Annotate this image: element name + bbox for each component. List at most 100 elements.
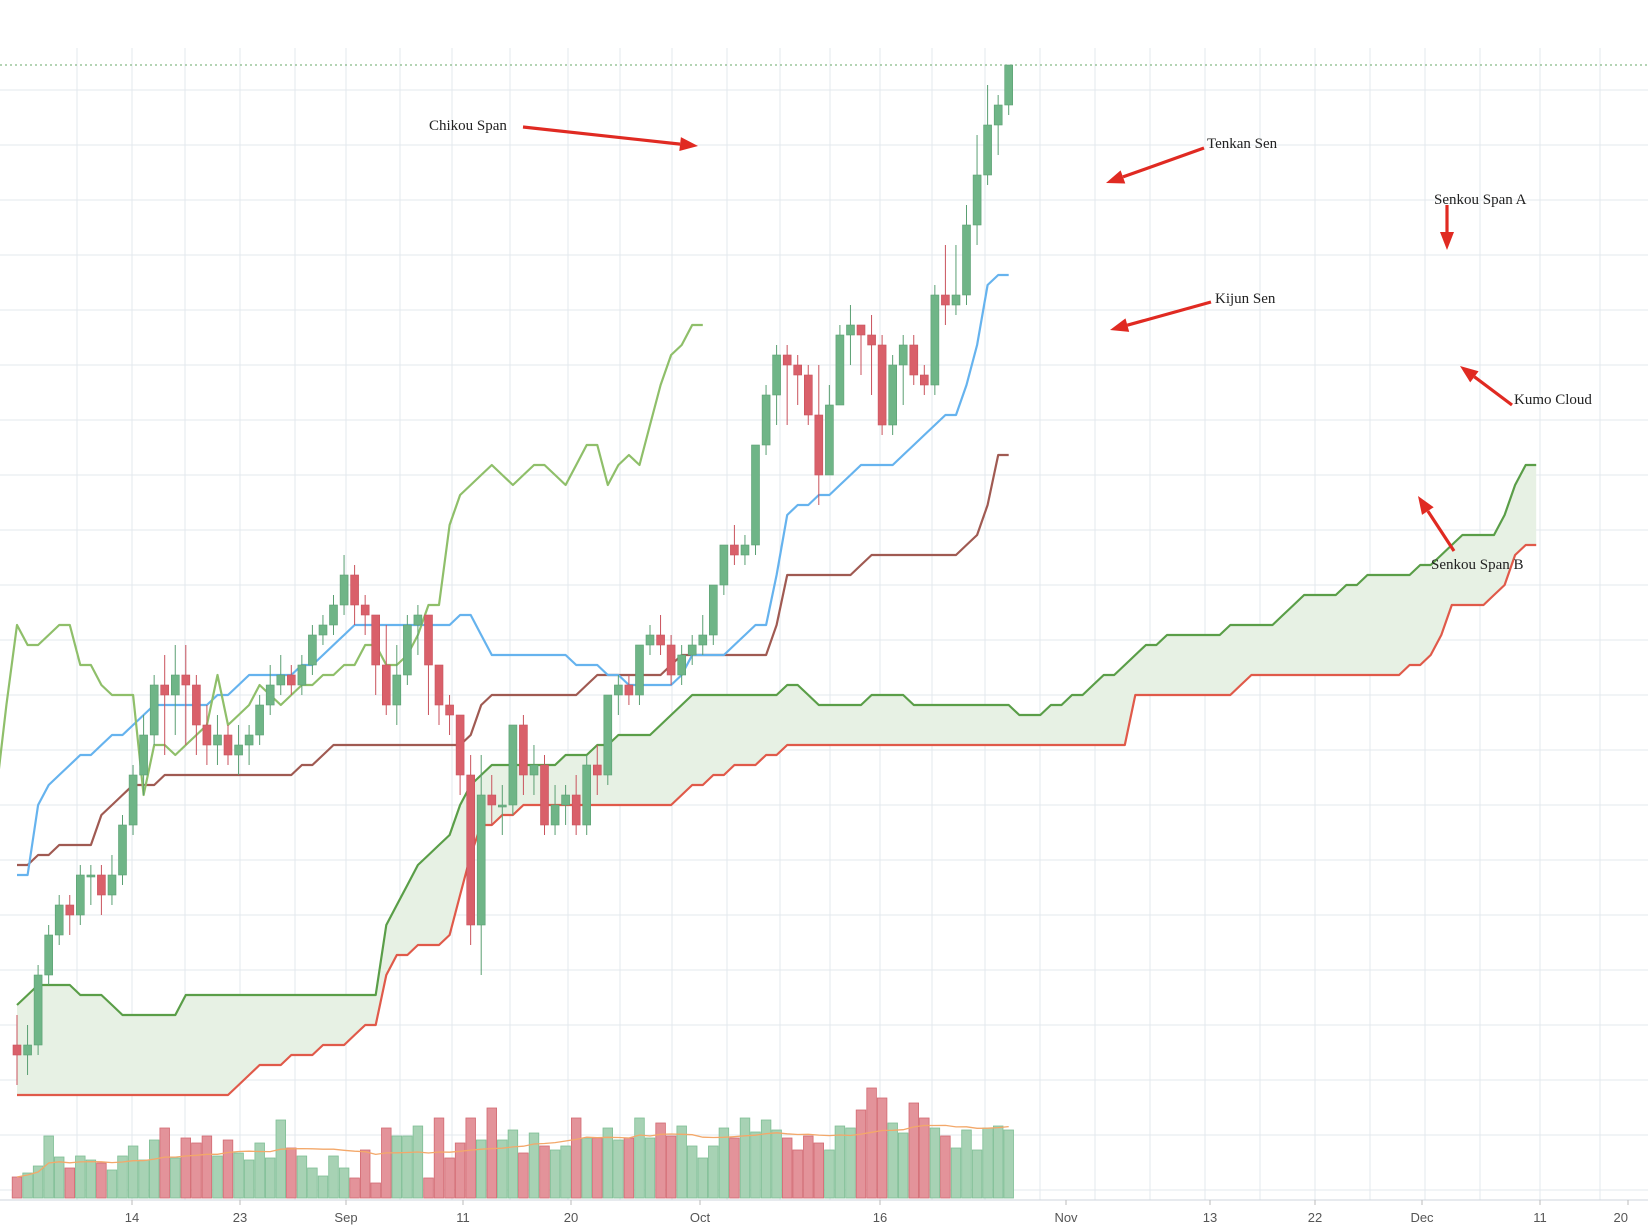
- candle-68: [730, 525, 739, 565]
- candle-11: [128, 765, 138, 835]
- arrow-chikou-span-head: [679, 137, 698, 151]
- candle-58: [624, 675, 634, 705]
- volume-bar-71: [760, 1119, 772, 1199]
- indicator-lines: [0, 273, 1537, 1097]
- candle-body-70: [751, 444, 760, 546]
- candle-2: [33, 965, 43, 1055]
- candle-body-24: [265, 684, 275, 706]
- arrow-senkou-span-b-shaft: [1426, 510, 1456, 552]
- senkou-span-a-line: [16, 463, 1537, 1017]
- candle-body-84: [898, 344, 908, 366]
- volume-bar-53: [571, 1117, 582, 1199]
- volume-bar-10: [117, 1155, 128, 1199]
- candle-85: [909, 335, 919, 385]
- volume-bar-74: [792, 1149, 803, 1199]
- volume-bar-79: [845, 1127, 856, 1199]
- candle-body-58: [624, 684, 634, 696]
- annotation-senkou-span-b: Senkou Span B: [1431, 557, 1524, 573]
- volume-bar-87: [929, 1127, 941, 1199]
- candle-21: [234, 725, 243, 775]
- volume-bar-34: [370, 1182, 381, 1199]
- volume-bar-36: [391, 1135, 403, 1199]
- arrow-tenkan-sen-head: [1106, 170, 1126, 184]
- candle-body-0: [12, 1044, 22, 1056]
- candle-body-61: [656, 634, 665, 646]
- volume-bar-93: [993, 1125, 1004, 1199]
- x-tick-label-1: 23: [233, 1210, 247, 1225]
- candle-body-35: [381, 664, 391, 706]
- candle-body-56: [603, 694, 613, 776]
- candle-5: [65, 895, 75, 935]
- candle-90: [962, 205, 971, 305]
- candle-body-52: [561, 794, 570, 806]
- volume-bar-42: [454, 1142, 466, 1199]
- candle-body-65: [698, 634, 708, 646]
- candle-50: [540, 755, 549, 835]
- candle-31: [339, 555, 349, 615]
- candle-body-78: [835, 334, 845, 406]
- volume-bar-56: [602, 1127, 614, 1199]
- candle-39: [424, 614, 433, 715]
- candle-26: [286, 665, 296, 695]
- candle-83: [888, 355, 898, 435]
- candle-65: [698, 615, 708, 655]
- candle-34: [371, 614, 381, 695]
- candle-59: [635, 644, 644, 705]
- candle-body-33: [360, 604, 370, 616]
- volume-bar-35: [381, 1127, 392, 1199]
- volume-bars: [11, 1087, 1014, 1199]
- arrow-tenkan-sen: [1106, 146, 1205, 184]
- candle-80: [856, 324, 866, 375]
- candle-body-19: [213, 734, 222, 746]
- candle-74: [793, 355, 803, 405]
- candle-body-27: [297, 664, 307, 686]
- candle-35: [381, 625, 391, 715]
- candle-14: [160, 655, 169, 755]
- candle-body-87: [930, 294, 940, 386]
- candle-body-59: [635, 644, 644, 696]
- volume-bar-49: [528, 1132, 540, 1199]
- volume-bar-86: [919, 1117, 930, 1199]
- candle-body-11: [128, 774, 138, 826]
- candle-body-5: [65, 904, 75, 916]
- candle-body-80: [856, 324, 866, 336]
- volume-bar-2: [32, 1165, 44, 1199]
- x-tick-label-7: Nov: [1054, 1210, 1078, 1225]
- candle-body-39: [424, 614, 433, 666]
- candle-15: [171, 645, 180, 735]
- volume-bar-44: [475, 1139, 487, 1199]
- candle-55: [592, 745, 602, 795]
- volume-bar-52: [560, 1145, 571, 1199]
- candle-body-18: [202, 724, 212, 746]
- candle-62: [666, 635, 676, 685]
- candle-body-34: [371, 614, 381, 666]
- x-tick-label-0: 14: [125, 1210, 139, 1225]
- arrow-kumo-cloud-shaft: [1473, 375, 1513, 407]
- volume-bar-63: [676, 1125, 687, 1199]
- x-tick-label-10: Dec: [1410, 1210, 1434, 1225]
- candle-61: [656, 615, 665, 655]
- x-axis-ticks: 14 23 Sep 11 20 Oct 16 Nov 13 22 Dec 11 20: [125, 1200, 1629, 1225]
- arrow-tenkan-sen-shaft: [1122, 146, 1205, 179]
- candle-body-49: [529, 764, 539, 776]
- candle-67: [719, 544, 729, 595]
- candle-70: [751, 444, 760, 555]
- volume-bar-16: [180, 1137, 192, 1199]
- candle-46: [497, 785, 507, 835]
- candle-40: [434, 664, 444, 725]
- candle-body-72: [772, 354, 781, 396]
- volume-bar-83: [887, 1122, 898, 1199]
- candle-10: [118, 815, 127, 885]
- candle-body-94: [1004, 64, 1014, 106]
- candle-body-40: [434, 664, 444, 706]
- volume-bar-89: [950, 1147, 962, 1199]
- candle-body-57: [614, 684, 623, 696]
- candle-body-48: [519, 724, 528, 776]
- candle-23: [255, 695, 264, 745]
- candle-body-10: [118, 824, 127, 876]
- candle-53: [571, 775, 581, 835]
- kumo-cloud-fill: [17, 465, 1537, 1095]
- candle-86: [919, 365, 929, 395]
- candle-19: [213, 715, 222, 765]
- candle-body-69: [740, 544, 750, 556]
